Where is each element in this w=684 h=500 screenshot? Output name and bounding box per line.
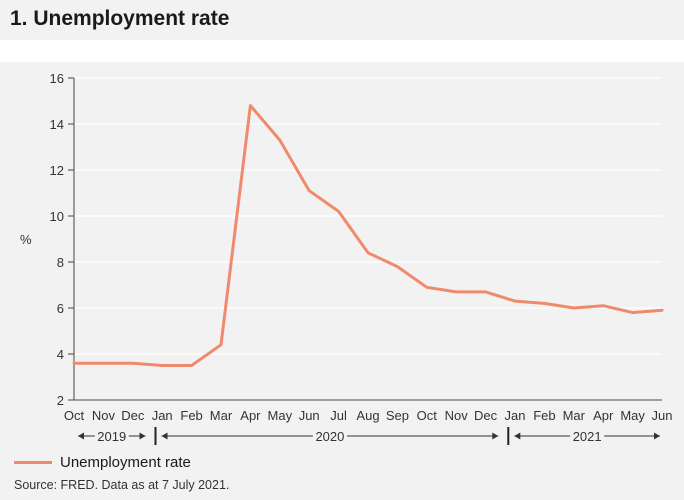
x-tick-label: May (620, 408, 645, 423)
legend: Unemployment rate (14, 452, 191, 472)
x-tick-label: Apr (593, 408, 614, 423)
x-tick-label: Mar (563, 408, 586, 423)
x-tick-label: Dec (121, 408, 145, 423)
year-label: 2020 (315, 429, 344, 444)
chart-background (0, 62, 684, 500)
x-tick-label: Nov (92, 408, 116, 423)
x-tick-label: Jan (152, 408, 173, 423)
x-tick-label: Jan (505, 408, 526, 423)
y-tick-label: 8 (57, 255, 64, 270)
y-tick-label: 10 (50, 209, 64, 224)
x-tick-label: Aug (356, 408, 379, 423)
x-tick-label: Mar (210, 408, 233, 423)
x-tick-label: Oct (417, 408, 438, 423)
legend-swatch (14, 460, 52, 464)
x-tick-label: Sep (386, 408, 409, 423)
source-note: Source: FRED. Data as at 7 July 2021. (14, 478, 230, 492)
x-tick-label: Dec (474, 408, 498, 423)
y-tick-label: 2 (57, 393, 64, 408)
year-arrow-head (161, 432, 168, 440)
y-tick-label: 12 (50, 163, 64, 178)
x-tick-label: Oct (64, 408, 85, 423)
chart-title: 1. Unemployment rate (10, 7, 230, 30)
x-tick-label: Feb (180, 408, 202, 423)
title-bar (0, 0, 684, 40)
y-tick-label: 14 (50, 117, 64, 132)
y-axis-label: % (20, 232, 32, 247)
x-tick-label: Jun (299, 408, 320, 423)
x-tick-label: Feb (533, 408, 555, 423)
year-arrow-head (492, 432, 499, 440)
y-tick-label: 16 (50, 71, 64, 86)
year-label: 2019 (97, 429, 126, 444)
x-tick-label: Jul (330, 408, 347, 423)
year-arrow-head (78, 432, 84, 440)
year-label: 2021 (573, 429, 602, 444)
legend-label: Unemployment rate (60, 453, 191, 471)
year-arrow-head (654, 432, 660, 440)
y-tick-label: 6 (57, 301, 64, 316)
x-tick-label: May (268, 408, 293, 423)
series-line-unemployment-rate (72, 104, 664, 367)
year-arrow-head (139, 432, 146, 440)
x-tick-label: Nov (445, 408, 469, 423)
x-tick-label: Jun (652, 408, 673, 423)
y-tick-label: 4 (57, 347, 64, 362)
x-tick-label: Apr (240, 408, 261, 423)
year-arrow-head (514, 432, 521, 440)
